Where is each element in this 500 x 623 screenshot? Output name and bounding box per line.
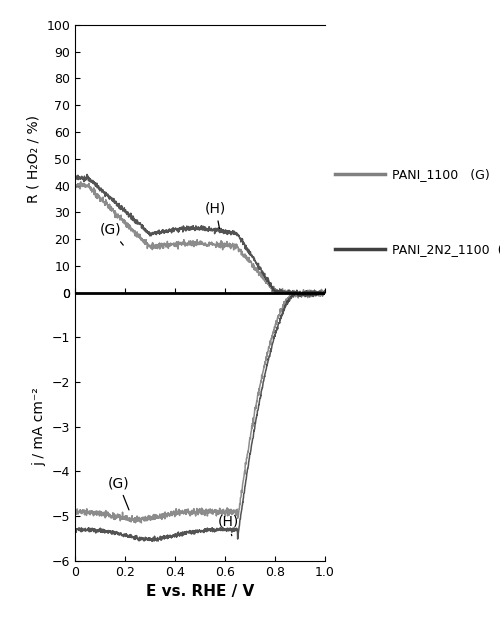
Y-axis label: j / mA cm⁻²: j / mA cm⁻² [32,388,46,466]
Text: (G): (G) [108,476,129,510]
Text: PANI_2N2_1100  (H): PANI_2N2_1100 (H) [392,243,500,255]
X-axis label: E vs. RHE / V: E vs. RHE / V [146,584,254,599]
Text: (G): (G) [100,223,123,245]
Text: (H): (H) [205,201,226,229]
Y-axis label: R ( H₂O₂ / %): R ( H₂O₂ / %) [26,115,40,203]
Text: (H): (H) [218,515,239,536]
Text: PANI_1100   (G): PANI_1100 (G) [392,168,490,181]
